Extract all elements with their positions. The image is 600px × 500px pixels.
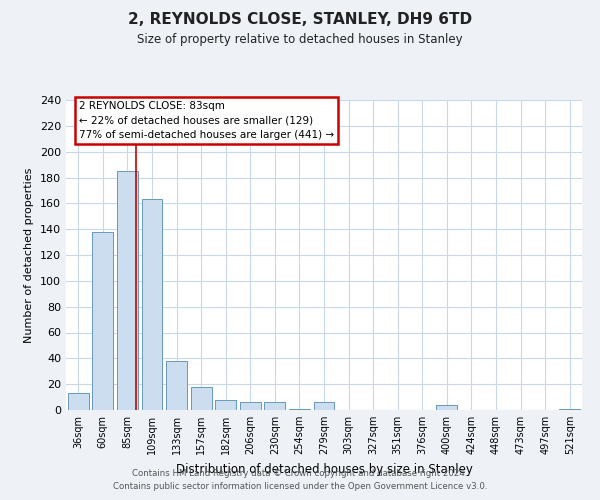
Bar <box>240 402 261 410</box>
Text: Contains public sector information licensed under the Open Government Licence v3: Contains public sector information licen… <box>113 482 487 491</box>
Bar <box>436 405 457 410</box>
Text: Contains HM Land Registry data © Crown copyright and database right 2024.: Contains HM Land Registry data © Crown c… <box>132 468 468 477</box>
Bar <box>92 232 113 410</box>
Bar <box>117 171 138 410</box>
X-axis label: Distribution of detached houses by size in Stanley: Distribution of detached houses by size … <box>176 462 472 475</box>
Text: 2 REYNOLDS CLOSE: 83sqm
← 22% of detached houses are smaller (129)
77% of semi-d: 2 REYNOLDS CLOSE: 83sqm ← 22% of detache… <box>79 102 334 140</box>
Y-axis label: Number of detached properties: Number of detached properties <box>25 168 34 342</box>
Bar <box>289 408 310 410</box>
Bar <box>314 402 334 410</box>
Bar <box>142 200 163 410</box>
Text: 2, REYNOLDS CLOSE, STANLEY, DH9 6TD: 2, REYNOLDS CLOSE, STANLEY, DH9 6TD <box>128 12 472 28</box>
Bar <box>215 400 236 410</box>
Bar <box>265 402 286 410</box>
Text: Size of property relative to detached houses in Stanley: Size of property relative to detached ho… <box>137 32 463 46</box>
Bar <box>68 393 89 410</box>
Bar <box>191 387 212 410</box>
Bar <box>559 408 580 410</box>
Bar <box>166 361 187 410</box>
